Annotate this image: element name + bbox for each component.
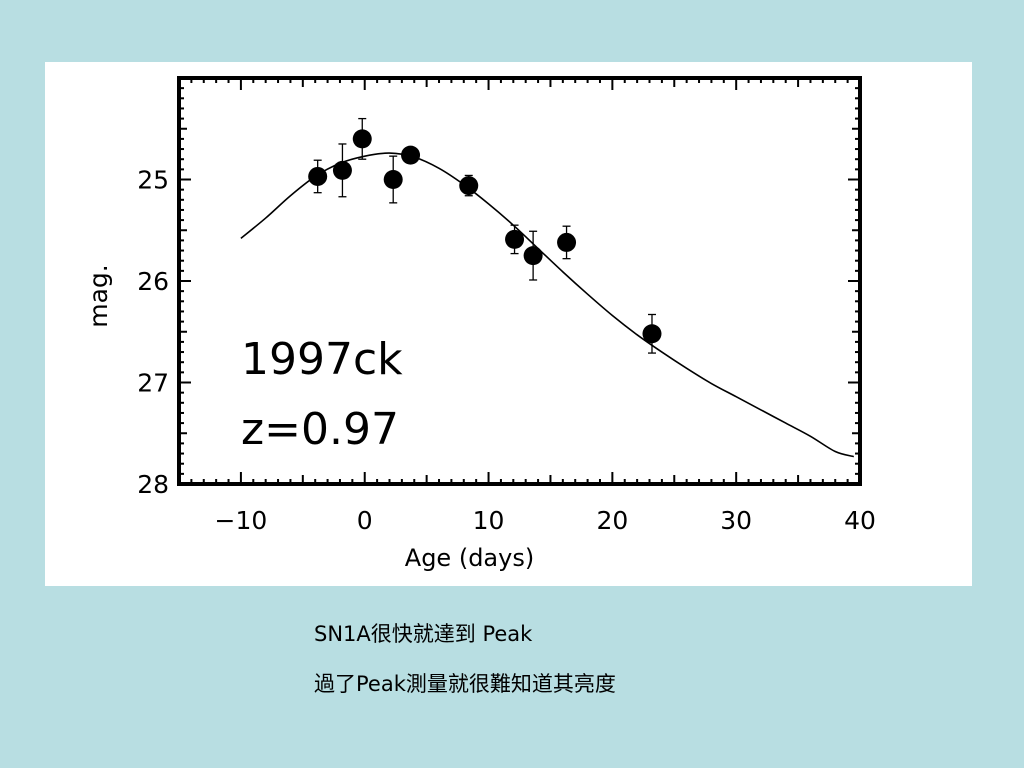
x-tick-label: −10 xyxy=(215,506,268,535)
data-point xyxy=(505,229,525,249)
data-point xyxy=(557,232,577,252)
figure-panel: −10 0 10 20 30 40 25 26 27 28 Age (days) mag. 1997ck… xyxy=(45,62,972,586)
data-point xyxy=(383,170,403,189)
x-axis-title: Age (days) xyxy=(405,544,534,572)
data-point xyxy=(642,324,662,344)
y-tick-label: 27 xyxy=(137,369,169,398)
data-point xyxy=(332,160,352,180)
data-point xyxy=(523,246,543,266)
x-tick-label: 20 xyxy=(596,506,628,535)
x-tick-label: 10 xyxy=(473,506,505,535)
caption-line-2: 過了Peak測量就很難知道其亮度 xyxy=(314,672,616,696)
y-tick-label: 28 xyxy=(137,470,169,499)
light-curve-chart: −10 0 10 20 30 40 25 26 27 28 Age (days) mag. 1997ck… xyxy=(84,76,876,572)
data-point xyxy=(308,166,328,186)
x-tick-label: 40 xyxy=(844,506,876,535)
caption-line-1: SN1A很快就達到 Peak xyxy=(314,622,533,646)
data-point xyxy=(401,145,421,165)
y-tick-label: 26 xyxy=(137,267,169,296)
x-tick-label: 30 xyxy=(720,506,752,535)
data-point xyxy=(352,129,372,149)
y-axis-title: mag. xyxy=(84,264,113,328)
annotation-supernova-name: 1997ck xyxy=(241,334,403,385)
annotation-redshift: z=0.97 xyxy=(241,404,399,455)
data-point xyxy=(459,176,479,196)
x-tick-label: 0 xyxy=(357,506,373,535)
y-tick-label: 25 xyxy=(137,166,169,195)
